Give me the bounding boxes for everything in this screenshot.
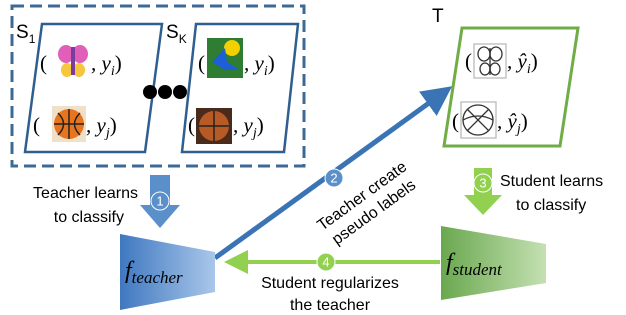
- step-label: Student learns: [500, 173, 603, 190]
- butterfly-image: [207, 38, 243, 78]
- model-sub: teacher: [132, 268, 183, 287]
- paren: ): [531, 49, 538, 73]
- label: , yi): [91, 51, 122, 79]
- step-label: to classify: [54, 209, 124, 226]
- paren: ): [110, 113, 117, 137]
- paren: ): [268, 51, 275, 75]
- dot: [158, 85, 172, 99]
- label-var: , y: [244, 51, 265, 75]
- step-label: to classify: [516, 197, 586, 214]
- paren: (: [198, 51, 205, 75]
- butterfly-image: [56, 42, 90, 80]
- label: , ŷi): [507, 49, 538, 77]
- butterfly-sketch: [474, 44, 506, 78]
- label-var: , ŷ: [497, 109, 518, 133]
- step-number: 4: [322, 254, 329, 269]
- model-sub: student: [453, 260, 503, 279]
- set-label: T: [432, 6, 444, 27]
- label-var: , y: [233, 113, 254, 137]
- set-sub: K: [179, 32, 187, 46]
- paren: (: [40, 51, 47, 75]
- set-name: S: [166, 22, 179, 43]
- step-number: 1: [156, 193, 163, 208]
- label: , yj): [233, 113, 264, 141]
- step-label: Teacher learns: [33, 185, 138, 202]
- step-number: 2: [330, 170, 337, 185]
- ball-sketch: [461, 102, 496, 138]
- diagram: S1 SK T ( , yi): [0, 0, 626, 315]
- dot: [143, 85, 157, 99]
- paren: (: [188, 113, 195, 137]
- label-var: , ŷ: [507, 49, 528, 73]
- label: , ŷj): [497, 109, 528, 137]
- label: , yi): [244, 51, 275, 79]
- ball-image: [196, 108, 232, 144]
- paren: (: [452, 109, 459, 133]
- label: , yj): [86, 113, 117, 141]
- dot: [173, 85, 187, 99]
- label-var: , y: [91, 51, 112, 75]
- ball-image: [52, 106, 86, 142]
- paren: ): [115, 51, 122, 75]
- label-var: , y: [86, 113, 107, 137]
- step-label: Student regularizes: [261, 275, 399, 292]
- paren: (: [465, 49, 472, 73]
- set-sub: 1: [29, 32, 36, 46]
- set-label: S1: [16, 22, 36, 46]
- step-label: the teacher: [290, 297, 371, 314]
- set-name: T: [432, 6, 444, 27]
- set-name: S: [16, 22, 29, 43]
- set-label: SK: [166, 22, 187, 46]
- step-number: 3: [479, 175, 486, 190]
- paren: ): [521, 109, 528, 133]
- paren: (: [33, 113, 40, 137]
- paren: ): [257, 113, 264, 137]
